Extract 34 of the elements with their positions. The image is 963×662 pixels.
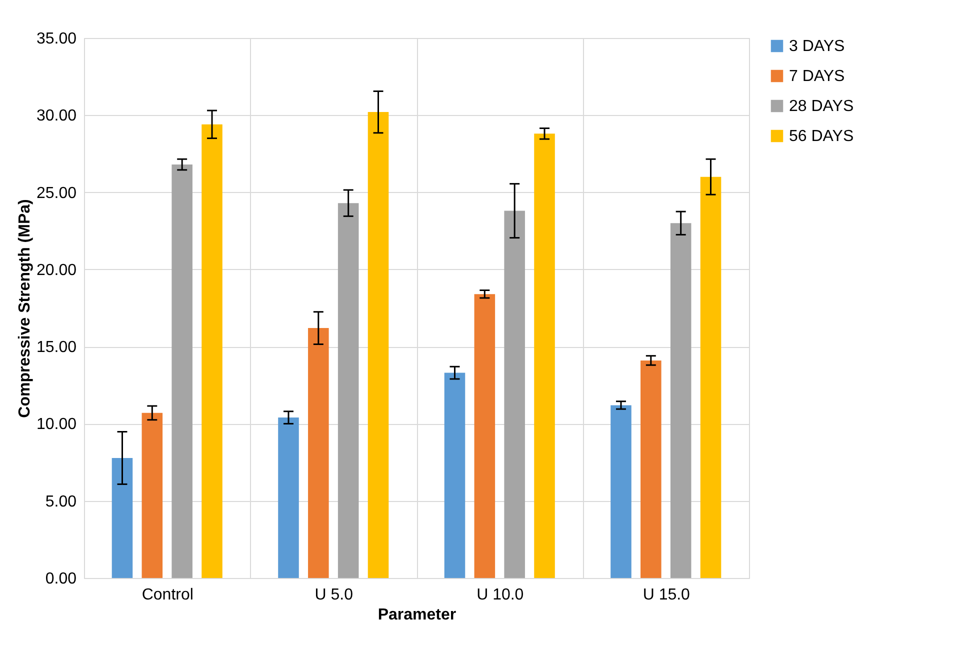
bar bbox=[202, 124, 222, 578]
bar bbox=[338, 203, 359, 578]
x-axis-title: Parameter bbox=[378, 606, 456, 624]
bar bbox=[368, 112, 389, 578]
bar bbox=[112, 458, 133, 578]
x-tick-label: Control bbox=[142, 586, 194, 604]
y-tick-label: 30.00 bbox=[36, 108, 77, 125]
legend-label: 56 DAYS bbox=[789, 128, 854, 145]
legend-label: 7 DAYS bbox=[789, 68, 845, 85]
bar bbox=[142, 412, 163, 578]
bar bbox=[640, 360, 662, 578]
y-tick-label: 10.00 bbox=[36, 416, 77, 434]
bar bbox=[308, 328, 329, 578]
bar bbox=[172, 164, 192, 578]
bar bbox=[610, 405, 632, 578]
y-axis-title: Compressive Strength (MPa) bbox=[16, 199, 34, 418]
y-tick-label: 15.00 bbox=[36, 339, 77, 356]
bar bbox=[474, 294, 496, 578]
bar bbox=[504, 210, 525, 578]
y-tick-label: 5.00 bbox=[45, 493, 77, 510]
bar bbox=[444, 372, 466, 578]
y-tick-label: 20.00 bbox=[36, 262, 77, 279]
y-tick-label: 35.00 bbox=[36, 30, 77, 48]
legend-label: 28 DAYS bbox=[789, 98, 854, 115]
x-tick-label: U 10.0 bbox=[476, 586, 524, 604]
bar bbox=[700, 176, 722, 578]
bar bbox=[534, 134, 555, 578]
x-tick-label: U 15.0 bbox=[642, 586, 690, 604]
y-tick-label: 25.00 bbox=[36, 184, 77, 202]
bar bbox=[670, 223, 692, 578]
x-tick-label: U 5.0 bbox=[314, 586, 354, 604]
bar bbox=[278, 418, 299, 578]
legend-label: 3 DAYS bbox=[789, 38, 845, 55]
y-tick-label: 0.00 bbox=[45, 570, 77, 588]
